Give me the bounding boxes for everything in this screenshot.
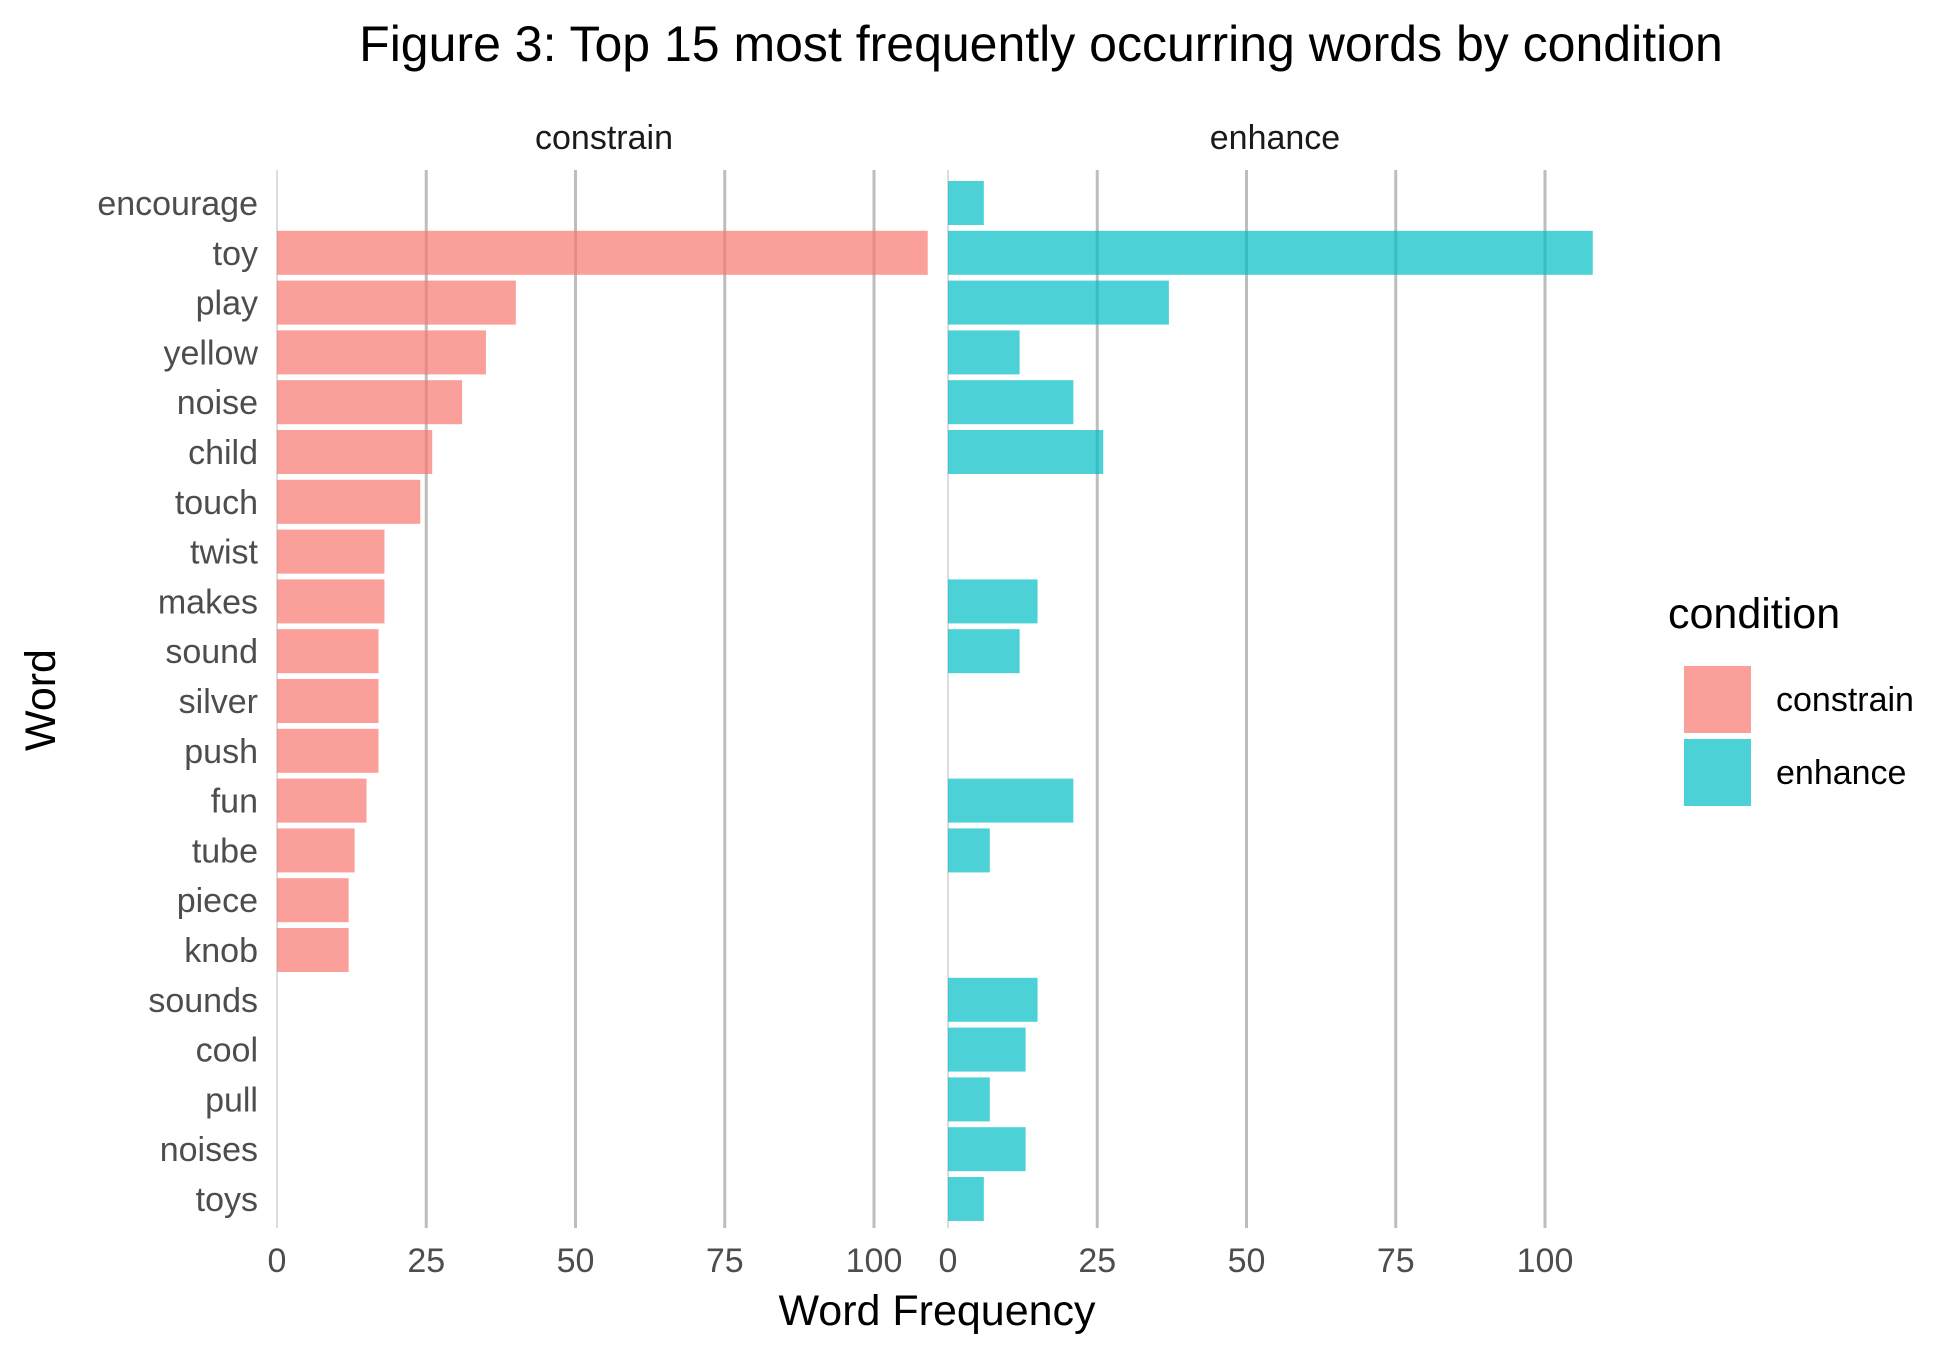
y-tick-label: makes [158, 583, 258, 621]
bar-enhance-tube [948, 828, 990, 873]
y-tick-label: knob [184, 932, 258, 970]
legend-key-enhance [1684, 739, 1751, 806]
chart-title: Figure 3: Top 15 most frequently occurri… [359, 16, 1723, 72]
bar-enhance-noise [948, 380, 1074, 425]
legend-key-constrain [1684, 666, 1751, 733]
facet-panel-constrain: constrain 0 25 50 75 100 [268, 119, 928, 1280]
bar-constrain-yellow [277, 330, 486, 375]
bar-constrain-knob [277, 928, 349, 972]
facet-panels: constrain 0 25 50 75 100 enhance 0 25 50 75 100 [268, 119, 1593, 1280]
y-tick-label: toys [196, 1181, 258, 1219]
x-tick-label: 100 [1517, 1242, 1574, 1280]
bar-constrain-toy [277, 230, 928, 275]
y-tick-label: encourage [97, 185, 258, 223]
bar-constrain-tube [277, 828, 355, 873]
x-tick-label: 25 [407, 1242, 445, 1280]
y-tick-label: twist [190, 534, 259, 572]
facet-strip-label: constrain [535, 119, 673, 157]
y-tick-label: touch [175, 484, 258, 522]
facet-panel-enhance: enhance 0 25 50 75 100 [939, 119, 1593, 1280]
bar-constrain-sound [277, 629, 379, 674]
bar-enhance-toy [948, 230, 1593, 275]
bar-enhance-fun [948, 778, 1074, 823]
bar-enhance-noises [948, 1127, 1026, 1172]
bar-constrain-fun [277, 778, 367, 823]
bar-enhance-child [948, 430, 1104, 474]
y-tick-label: sound [165, 633, 258, 671]
bar-constrain-twist [277, 529, 385, 574]
bar-enhance-sound [948, 629, 1020, 674]
bar-enhance-toys [948, 1177, 984, 1221]
bar-constrain-push [277, 728, 379, 773]
y-tick-label: cool [196, 1032, 258, 1070]
bar-enhance-yellow [948, 330, 1020, 375]
y-axis-title: Word [17, 649, 65, 751]
y-tick-labels: encourage toy play yellow noise child touch twi… [97, 185, 258, 1219]
y-tick-label: noise [177, 384, 258, 422]
bar-enhance-encourage [948, 181, 984, 225]
y-tick-label: toy [213, 235, 258, 273]
legend-label: constrain [1776, 681, 1914, 719]
y-tick-label: child [188, 434, 258, 472]
y-tick-label: fun [211, 783, 258, 821]
bar-constrain-play [277, 280, 516, 325]
x-tick-label: 0 [268, 1242, 287, 1280]
bar-constrain-touch [277, 479, 421, 524]
bar-constrain-makes [277, 579, 385, 624]
bar-constrain-piece [277, 878, 349, 923]
x-tick-label: 25 [1078, 1242, 1116, 1280]
y-tick-label: sounds [148, 982, 258, 1020]
facet-strip-label: enhance [1210, 119, 1340, 157]
bar-enhance-sounds [948, 977, 1038, 1022]
bar-constrain-child [277, 430, 433, 474]
x-axis-title: Word Frequency [778, 1287, 1096, 1335]
bar-constrain-noise [277, 380, 463, 425]
y-tick-label: tube [192, 832, 258, 870]
legend: condition constrain enhance [1668, 590, 1914, 806]
x-tick-label: 0 [939, 1242, 958, 1280]
x-tick-label: 75 [706, 1242, 744, 1280]
bar-constrain-silver [277, 679, 379, 723]
y-tick-label: silver [179, 683, 258, 721]
x-tick-label: 50 [557, 1242, 595, 1280]
y-tick-label: push [184, 733, 258, 771]
bar-enhance-makes [948, 579, 1038, 624]
bar-enhance-pull [948, 1077, 990, 1122]
x-tick-label: 75 [1377, 1242, 1415, 1280]
y-tick-label: play [196, 285, 258, 323]
bar-enhance-cool [948, 1027, 1026, 1072]
bar-enhance-play [948, 280, 1169, 325]
y-tick-label: pull [205, 1081, 258, 1119]
y-tick-label: noises [160, 1131, 258, 1169]
x-tick-label: 50 [1228, 1242, 1266, 1280]
y-tick-label: yellow [164, 334, 259, 372]
legend-label: enhance [1776, 754, 1906, 792]
legend-title: condition [1668, 590, 1840, 638]
x-tick-label: 100 [846, 1242, 903, 1280]
y-tick-label: piece [177, 882, 258, 920]
